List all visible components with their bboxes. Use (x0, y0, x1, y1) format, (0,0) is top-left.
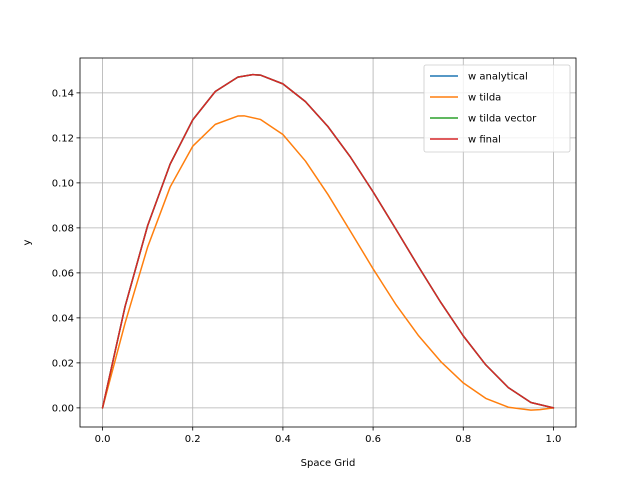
x-tick-label: 0.2 (185, 434, 201, 445)
x-tick-label: 1.0 (546, 434, 562, 445)
grid-layer (80, 58, 576, 427)
legend-box (423, 64, 571, 153)
series-line-4 (101, 73, 555, 409)
x-tick-label: 0.8 (455, 434, 471, 445)
series-layer (101, 73, 555, 411)
y-tick-label: 0.12 (52, 133, 74, 144)
legend-label: w final (468, 135, 501, 146)
y-tick-label: 0.08 (52, 223, 74, 234)
y-tick-label: 0.02 (52, 358, 74, 369)
legend-label: w tilda vector (468, 114, 537, 125)
legend: w analytical w tilda w tilda vector w final (423, 64, 571, 153)
legend-label: w tilda (468, 93, 501, 104)
series-line-2 (101, 115, 555, 411)
plot-frame (79, 57, 577, 428)
y-tick-label: 0.04 (52, 313, 74, 324)
x-tick-label: 0.0 (95, 434, 111, 445)
y-tick-label: 0.06 (52, 268, 74, 279)
y-tick-label: 0.00 (52, 403, 74, 414)
x-axis-label: Space Grid (301, 458, 356, 469)
x-tick-label: 0.4 (275, 434, 291, 445)
legend-label: w analytical (468, 72, 528, 83)
y-tick-label: 0.14 (52, 88, 74, 99)
x-tick-label: 0.6 (365, 434, 381, 445)
y-tick-label: 0.10 (52, 178, 74, 189)
tick-layer: 0.0 0.2 0.4 0.6 0.8 1.0 0.00 0.02 0.04 0.06 0.08 0.… (52, 88, 562, 445)
y-axis-label: y (22, 239, 33, 245)
